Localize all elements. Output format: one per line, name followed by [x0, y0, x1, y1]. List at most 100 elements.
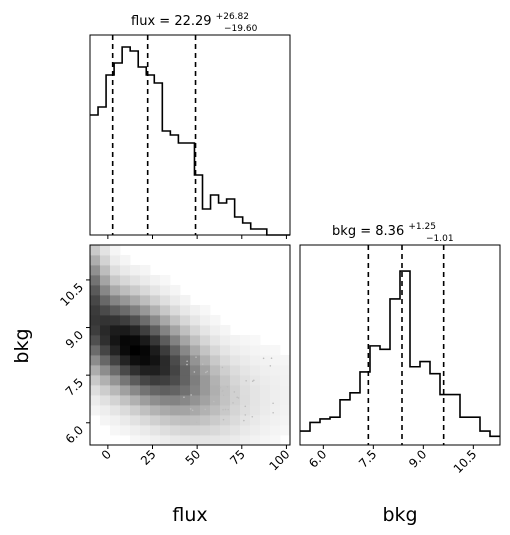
density-cell [180, 315, 191, 326]
density-cell [130, 295, 141, 306]
density-cell [150, 315, 161, 326]
density-cell [110, 365, 121, 376]
density-cell [260, 425, 271, 436]
sample-point [244, 414, 247, 416]
density-cell [170, 375, 181, 386]
density-cell [180, 425, 191, 436]
density-cell [130, 375, 141, 386]
density-cell [260, 375, 271, 386]
flux-x-ticks: 0 25 50 75 100 [99, 445, 293, 473]
density-cell [90, 245, 101, 256]
density-cell [150, 355, 161, 366]
density-cell [140, 315, 151, 326]
density-cell [130, 285, 141, 296]
density-cell [100, 275, 111, 286]
density-cell [90, 405, 101, 416]
sample-point [195, 421, 198, 424]
density-cell [90, 395, 101, 406]
density-cell [160, 295, 171, 306]
density-cell [150, 325, 161, 336]
bkg-y-ticks: 6.0 7.5 9.0 10.5 [57, 279, 90, 446]
density-cell [90, 345, 101, 356]
bkg-title: bkg = 8.36 +1.25 [332, 222, 436, 239]
density-cell [280, 355, 291, 366]
density-cell [150, 425, 161, 436]
density-cell [180, 295, 191, 306]
density-cell [200, 335, 211, 346]
density-cell [230, 405, 241, 416]
density-cell [190, 355, 201, 366]
density-cell [130, 425, 141, 436]
density-cell [270, 425, 281, 436]
density-cell [180, 395, 191, 406]
flux-bkg-joint-panel: 0 25 50 75 100 6.0 7.5 9.0 10.5 flux bkg [11, 244, 293, 526]
bkg-y-tick-label: 9.0 [63, 328, 86, 351]
density-cell [140, 395, 151, 406]
density-cell [150, 435, 161, 446]
density-cell [140, 355, 151, 366]
density-cell [100, 335, 111, 346]
density-cell [260, 365, 271, 376]
density-cell [240, 375, 251, 386]
density-cell [160, 335, 171, 346]
sample-point [201, 363, 204, 366]
density-cell [110, 305, 121, 316]
density-cell [170, 295, 181, 306]
density-cell [140, 275, 151, 286]
density-cell [210, 435, 221, 446]
density-cell [110, 255, 121, 266]
density-cell [190, 375, 201, 386]
density-cell [170, 435, 181, 446]
density-cell [90, 355, 101, 366]
density-cell [220, 425, 231, 436]
density-cell [120, 305, 131, 316]
flux-title-value: 22.29 [174, 14, 211, 29]
bkg-x-tick-label: 9.0 [406, 447, 429, 470]
sample-point [251, 415, 254, 418]
density-cell [210, 355, 221, 366]
density-cell [140, 425, 151, 436]
flux-x-tick-label: 75 [227, 447, 248, 468]
sample-point [262, 357, 265, 360]
sample-point [237, 397, 240, 399]
density-cell [160, 275, 171, 286]
density-cell [120, 415, 131, 426]
density-cell [220, 385, 231, 396]
density-cell [120, 375, 131, 386]
density-cell [90, 325, 101, 336]
density-cell [280, 395, 291, 406]
density-cell [210, 415, 221, 426]
density-cell [280, 405, 291, 416]
density-cells [90, 245, 291, 446]
flux-x-tick-label: 50 [183, 447, 204, 468]
sample-point [189, 408, 192, 410]
density-cell [120, 315, 131, 326]
sample-point [221, 366, 224, 369]
bkg-x-tick-label: 6.0 [306, 447, 329, 470]
sample-point [233, 391, 236, 393]
density-cell [110, 335, 121, 346]
density-cell [150, 415, 161, 426]
density-cell [150, 345, 161, 356]
density-cell [100, 315, 111, 326]
density-cell [240, 395, 251, 406]
density-cell [220, 345, 231, 356]
density-cell [130, 385, 141, 396]
density-cell [190, 405, 201, 416]
flux-title-minus: −19.60 [224, 24, 258, 34]
density-cell [110, 425, 121, 436]
density-cell [240, 415, 251, 426]
density-cell [140, 325, 151, 336]
density-cell [170, 285, 181, 296]
density-cell [130, 415, 141, 426]
flux-x-tick-label: 25 [138, 447, 159, 468]
density-cell [100, 255, 111, 266]
density-cell [230, 415, 241, 426]
density-cell [110, 405, 121, 416]
sample-point [232, 402, 234, 404]
bkg-hist-frame [299, 244, 501, 446]
density-cell [160, 375, 171, 386]
density-cell [120, 405, 131, 416]
density-cell [190, 345, 201, 356]
density-cell [230, 425, 241, 436]
